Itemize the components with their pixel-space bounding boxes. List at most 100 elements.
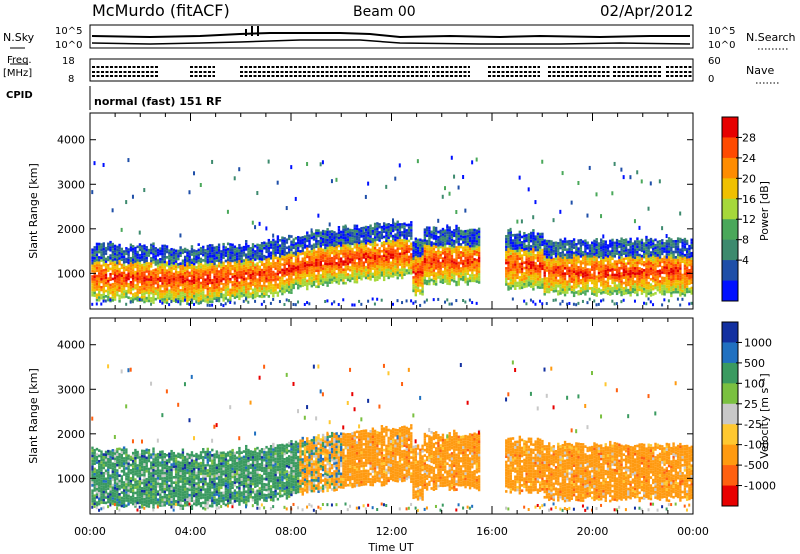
heatmap-cell (656, 288, 659, 292)
heatmap-cell (674, 258, 678, 262)
heatmap-cell (317, 234, 320, 238)
heatmap-cell (636, 282, 639, 286)
heatmap-cell (193, 281, 196, 285)
heatmap-cell (321, 240, 325, 244)
heatmap-cell (602, 282, 605, 286)
heatmap-cell (507, 263, 510, 267)
heatmap-cell (394, 273, 397, 277)
heatmap-cell (654, 265, 657, 268)
heatmap-cell (190, 258, 194, 262)
heatmap-cell (457, 277, 460, 281)
heatmap-cell (163, 271, 167, 274)
heatmap-cell (93, 267, 96, 271)
heatmap-cell (613, 268, 616, 271)
heatmap-cell (638, 275, 641, 278)
heatmap-cell (102, 274, 105, 278)
heatmap-cell (572, 264, 576, 268)
heatmap-cell (141, 282, 144, 286)
heatmap-cell (136, 285, 139, 289)
heatmap-cell (183, 293, 187, 296)
heatmap-cell (367, 231, 370, 235)
heatmap-cell (505, 240, 508, 244)
heatmap-cell (95, 296, 99, 299)
heatmap-cell (136, 274, 139, 278)
heatmap-cell (432, 258, 436, 262)
heatmap-cell (428, 271, 431, 275)
heatmap-cell (520, 235, 524, 239)
heatmap-cell (301, 284, 304, 287)
heatmap-cell (674, 290, 678, 294)
heatmap-cell (364, 225, 368, 229)
heatmap-cell (206, 263, 209, 267)
heatmap-cell (281, 281, 284, 285)
heatmap-cell (534, 200, 537, 205)
heatmap-cell (649, 269, 653, 273)
heatmap-cell (98, 272, 101, 275)
heatmap-cell (129, 291, 133, 295)
heatmap-cell (342, 238, 345, 242)
heatmap-cell (136, 290, 139, 294)
heatmap-cell (226, 247, 230, 251)
heatmap-cell (181, 288, 185, 292)
heatmap-cell (274, 256, 277, 260)
heatmap-cell (208, 276, 212, 279)
heatmap-cell (181, 264, 185, 268)
heatmap-cell (95, 302, 98, 306)
heatmap-cell (321, 280, 325, 284)
heatmap-cell (310, 249, 313, 253)
heatmap-cell (633, 242, 637, 246)
heatmap-cell (572, 243, 576, 247)
heatmap-cell (561, 245, 564, 249)
heatmap-cell (211, 252, 214, 255)
heatmap-cell (131, 274, 135, 278)
heatmap-cell (222, 304, 225, 308)
heatmap-cell (193, 284, 196, 287)
heatmap-cell (297, 262, 300, 266)
heatmap-cell (561, 171, 564, 176)
heatmap-cell (471, 252, 474, 256)
heatmap-cell (575, 267, 578, 270)
heatmap-cell (152, 242, 155, 246)
heatmap-cell (410, 242, 413, 246)
heatmap-cell (181, 272, 185, 276)
heatmap-cell (355, 256, 359, 260)
heatmap-cell (548, 253, 551, 256)
heatmap-cell (378, 239, 381, 242)
heatmap-cell (606, 265, 610, 269)
heatmap-cell (346, 227, 350, 231)
heatmap-cell (557, 250, 560, 253)
heatmap-cell (462, 278, 465, 282)
heatmap-cell (260, 252, 264, 256)
heatmap-cell (649, 291, 653, 294)
heatmap-cell (213, 291, 216, 295)
heatmap-cell (247, 271, 250, 275)
heatmap-cell (131, 293, 135, 296)
heatmap-cell (131, 261, 135, 264)
heatmap-cell (229, 277, 232, 281)
heatmap-cell (310, 258, 313, 261)
heatmap-cell (349, 247, 352, 251)
heatmap-cell (190, 277, 194, 280)
heatmap-cell (425, 274, 429, 278)
heatmap-cell (595, 256, 598, 260)
heatmap-cell (373, 233, 377, 237)
heatmap-cell (301, 262, 304, 266)
heatmap-cell (557, 252, 560, 256)
heatmap-cell (643, 263, 646, 267)
heatmap-cell (371, 297, 374, 301)
heatmap-cell (624, 249, 628, 252)
heatmap-cell (229, 280, 232, 284)
heatmap-cell (330, 280, 334, 284)
heatmap-cell (360, 251, 363, 254)
heatmap-cell (211, 249, 214, 253)
heatmap-cell (344, 260, 347, 264)
heatmap-cell (358, 254, 361, 258)
heatmap-cell (145, 296, 148, 300)
heatmap-cell (600, 214, 603, 219)
heatmap-cell (543, 247, 546, 251)
heatmap-cell (620, 288, 623, 291)
heatmap-cell (364, 271, 368, 274)
heatmap-cell (563, 245, 567, 249)
heatmap-cell (670, 243, 673, 247)
heatmap-cell (462, 175, 465, 180)
